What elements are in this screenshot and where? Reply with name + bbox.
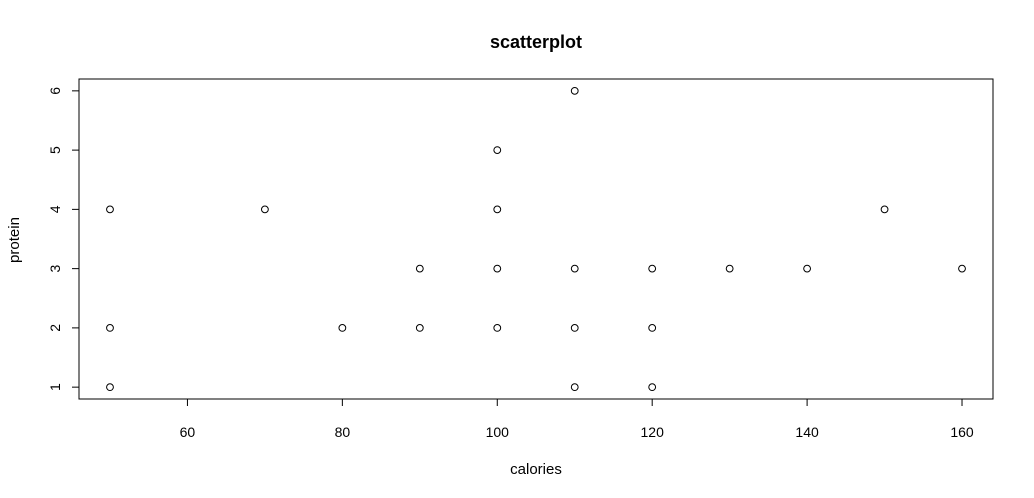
data-point <box>493 146 502 155</box>
data-point <box>493 205 502 214</box>
data-point <box>570 323 579 332</box>
data-points <box>106 86 966 392</box>
data-point <box>570 383 579 392</box>
data-point <box>648 264 657 273</box>
data-point <box>493 323 502 332</box>
x-tick-label: 80 <box>335 424 351 440</box>
data-point <box>493 264 502 273</box>
y-tick-label: 6 <box>47 87 63 95</box>
data-point <box>570 264 579 273</box>
data-point <box>958 264 966 273</box>
data-point <box>648 323 657 332</box>
chart-title: scatterplot <box>490 32 582 52</box>
data-point <box>803 264 812 273</box>
x-axis-label: calories <box>510 461 562 478</box>
y-axis-label: protein <box>6 217 23 263</box>
data-point <box>415 264 424 273</box>
data-point <box>880 205 889 214</box>
data-point <box>338 323 347 332</box>
x-tick-label: 120 <box>641 424 665 440</box>
data-point <box>725 264 734 273</box>
x-tick-label: 160 <box>950 424 974 440</box>
data-point <box>415 323 424 332</box>
data-point <box>106 383 114 392</box>
y-tick-label: 1 <box>47 383 63 391</box>
y-tick-label: 3 <box>47 265 63 273</box>
x-tick-label: 60 <box>180 424 196 440</box>
data-point <box>570 86 579 95</box>
y-tick-label: 4 <box>47 205 63 213</box>
data-point <box>260 205 269 214</box>
x-tick-label: 140 <box>795 424 819 440</box>
data-point <box>106 323 114 332</box>
data-point <box>106 205 114 214</box>
data-point <box>648 383 657 392</box>
plot-frame <box>78 78 994 400</box>
y-tick-label: 2 <box>47 324 63 332</box>
y-axis: 1 2 3 4 5 6 <box>47 87 80 391</box>
x-axis: 60 80 100 120 140 160 <box>180 398 974 440</box>
y-tick-label: 5 <box>47 146 63 154</box>
x-tick-label: 100 <box>486 424 510 440</box>
